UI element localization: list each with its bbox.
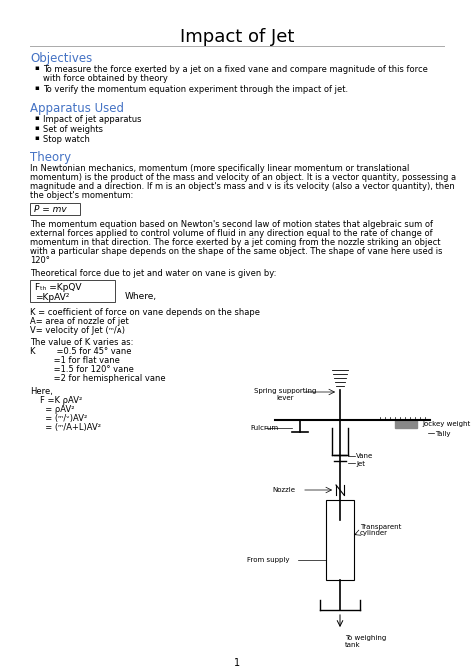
Text: Objectives: Objectives bbox=[30, 52, 92, 65]
Text: with a particular shape depends on the shape of the same object. The shape of va: with a particular shape depends on the s… bbox=[30, 247, 443, 256]
Text: momentum in that direction. The force exerted by a jet coming from the nozzle st: momentum in that direction. The force ex… bbox=[30, 238, 440, 247]
Text: The momentum equation based on Newton's second law of motion states that algebra: The momentum equation based on Newton's … bbox=[30, 220, 433, 229]
Text: Tally: Tally bbox=[435, 431, 450, 437]
Text: = ρAV²: = ρAV² bbox=[40, 405, 74, 414]
Text: Theoretical force due to jet and water on vane is given by:: Theoretical force due to jet and water o… bbox=[30, 269, 276, 278]
Text: Jet: Jet bbox=[356, 461, 365, 467]
Text: Set of weights: Set of weights bbox=[43, 125, 103, 134]
Bar bbox=[30, 280, 115, 302]
Text: The value of K varies as:: The value of K varies as: bbox=[30, 338, 133, 347]
Text: Apparatus Used: Apparatus Used bbox=[30, 102, 124, 115]
Text: Spring supporting
lever: Spring supporting lever bbox=[254, 388, 316, 401]
Text: Fₜₕ =KpQV: Fₜₕ =KpQV bbox=[35, 283, 82, 291]
Text: =1.5 for 120° vane: =1.5 for 120° vane bbox=[30, 365, 134, 374]
Bar bbox=[326, 500, 354, 580]
Text: magnitude and a direction. If m is an object's mass and v is its velocity (also : magnitude and a direction. If m is an ob… bbox=[30, 182, 455, 191]
Text: F =K ρAV²: F =K ρAV² bbox=[40, 396, 82, 405]
Text: 120°: 120° bbox=[30, 256, 50, 265]
Text: with force obtained by theory: with force obtained by theory bbox=[43, 74, 168, 83]
Text: Stop watch: Stop watch bbox=[43, 135, 90, 144]
Text: In Newtonian mechanics, momentum (more specifically linear momentum or translati: In Newtonian mechanics, momentum (more s… bbox=[30, 164, 410, 173]
Text: =KpAV²: =KpAV² bbox=[35, 293, 69, 302]
Text: Where,: Where, bbox=[125, 293, 157, 302]
Text: ▪: ▪ bbox=[34, 65, 39, 71]
Text: Jockey weight: Jockey weight bbox=[422, 421, 470, 427]
Bar bbox=[395, 420, 417, 428]
Text: ▪: ▪ bbox=[34, 85, 39, 91]
Text: P = mv: P = mv bbox=[34, 204, 67, 214]
Bar bbox=[30, 203, 80, 215]
Text: Impact of jet apparatus: Impact of jet apparatus bbox=[43, 115, 142, 124]
Text: A= area of nozzle of jet: A= area of nozzle of jet bbox=[30, 317, 129, 326]
Text: Fulcrum: Fulcrum bbox=[250, 425, 278, 431]
Text: ▪: ▪ bbox=[34, 115, 39, 121]
Text: K        =0.5 for 45° vane: K =0.5 for 45° vane bbox=[30, 347, 131, 356]
Text: momentum) is the product of the mass and velocity of an object. It is a vector q: momentum) is the product of the mass and… bbox=[30, 173, 456, 182]
Text: Vane: Vane bbox=[356, 453, 373, 459]
Text: =1 for flat vane: =1 for flat vane bbox=[30, 356, 120, 365]
Text: To measure the force exerted by a jet on a fixed vane and compare magnitude of t: To measure the force exerted by a jet on… bbox=[43, 65, 428, 74]
Text: ▪: ▪ bbox=[34, 135, 39, 141]
Text: 1: 1 bbox=[234, 658, 240, 668]
Text: From supply: From supply bbox=[247, 557, 290, 563]
Text: Nozzle: Nozzle bbox=[272, 487, 295, 493]
Text: = (ᵐ/A+L)AV²: = (ᵐ/A+L)AV² bbox=[40, 423, 101, 432]
Text: Transparent
cylinder: Transparent cylinder bbox=[360, 523, 401, 537]
Text: To weighing
tank: To weighing tank bbox=[345, 635, 386, 648]
Text: the object's momentum:: the object's momentum: bbox=[30, 191, 133, 200]
Text: = (ᵐ/ᵛ)AV²: = (ᵐ/ᵛ)AV² bbox=[40, 414, 87, 423]
Text: V= velocity of Jet (ᵐ/ᴀ): V= velocity of Jet (ᵐ/ᴀ) bbox=[30, 326, 125, 335]
Text: external forces applied to control volume of fluid in any direction equal to the: external forces applied to control volum… bbox=[30, 229, 433, 238]
Text: Impact of Jet: Impact of Jet bbox=[180, 28, 294, 46]
Text: K = coefficient of force on vane depends on the shape: K = coefficient of force on vane depends… bbox=[30, 308, 260, 317]
Text: =2 for hemispherical vane: =2 for hemispherical vane bbox=[30, 374, 165, 383]
Text: Here,: Here, bbox=[30, 387, 53, 396]
Text: ▪: ▪ bbox=[34, 125, 39, 131]
Text: Theory: Theory bbox=[30, 151, 71, 164]
Text: To verify the momentum equation experiment through the impact of jet.: To verify the momentum equation experime… bbox=[43, 85, 348, 94]
